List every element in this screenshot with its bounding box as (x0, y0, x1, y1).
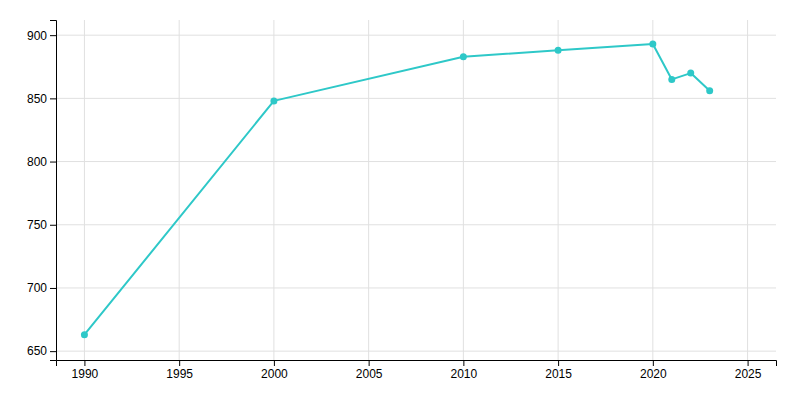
grid-line-x (747, 20, 748, 360)
tick-label: 2025 (735, 367, 762, 381)
point (668, 76, 675, 83)
point (649, 41, 656, 48)
tick-label: 1995 (166, 367, 193, 381)
tick-label: 850 (27, 92, 47, 106)
tick-mark (50, 351, 56, 352)
tick-mark (558, 360, 559, 366)
tick: 700 (27, 281, 56, 295)
tick-label: 650 (27, 344, 47, 358)
tick: 900 (27, 29, 56, 43)
tick-label: 2005 (356, 367, 383, 381)
grid-line-x (558, 20, 559, 360)
line (84, 44, 709, 335)
grid-line-y (56, 287, 776, 288)
tick-mark (274, 360, 275, 366)
tick: 750 (27, 218, 56, 232)
grid-line-x (273, 20, 274, 360)
x-axis-line (57, 361, 777, 367)
tick-label: 2010 (451, 367, 478, 381)
tick: 2010 (451, 360, 478, 381)
tick-mark (748, 360, 749, 366)
grid-line-y (56, 224, 776, 225)
grid-line-y (56, 161, 776, 162)
tick: 1990 (72, 360, 99, 381)
tick: 800 (27, 155, 56, 169)
tick: 2000 (261, 360, 288, 381)
grid-line-y (56, 98, 776, 99)
grid-line-x (179, 20, 180, 360)
tick: 2020 (640, 360, 667, 381)
tick-label: 2020 (640, 367, 667, 381)
tick: 2015 (545, 360, 572, 381)
grid-line-y (56, 35, 776, 36)
point (81, 331, 88, 338)
tick-label: 2015 (545, 367, 572, 381)
tick: 1995 (166, 360, 193, 381)
point (460, 53, 467, 60)
chart: 1990 1995 2000 2005 2010 2015 2020 2025 650 700 75… (0, 0, 800, 400)
point (555, 47, 562, 54)
grid (56, 20, 776, 360)
point (687, 70, 694, 77)
tick-mark (50, 288, 56, 289)
grid-line-x (652, 20, 653, 360)
tick-mark (50, 162, 56, 163)
grid-line-y (56, 351, 776, 352)
tick-label: 800 (27, 155, 47, 169)
tick-mark (463, 360, 464, 366)
tick-mark (50, 225, 56, 226)
point (706, 87, 713, 94)
tick: 2005 (356, 360, 383, 381)
grid-line-x (84, 20, 85, 360)
tick: 2025 (735, 360, 762, 381)
tick: 650 (27, 344, 56, 358)
tick-label: 750 (27, 218, 47, 232)
tick-mark (84, 360, 85, 366)
tick-mark (369, 360, 370, 366)
tick-mark (653, 360, 654, 366)
tick-label: 700 (27, 281, 47, 295)
tick-label: 2000 (261, 367, 288, 381)
marks (81, 41, 713, 339)
plot: 1990 1995 2000 2005 2010 2015 2020 2025 650 700 75… (27, 20, 777, 381)
tick-mark (50, 98, 56, 99)
tick-label: 900 (27, 29, 47, 43)
grid-line-x (463, 20, 464, 360)
tick: 850 (27, 92, 56, 106)
y-axis: 650 700 750 800 850 900 (27, 21, 57, 361)
point (270, 97, 277, 104)
tick-mark (50, 35, 56, 36)
grid-line-x (368, 20, 369, 360)
y-axis-line (50, 21, 57, 361)
tick-mark (179, 360, 180, 366)
tick-label: 1990 (72, 367, 99, 381)
x-axis: 1990 1995 2000 2005 2010 2015 2020 2025 (57, 360, 777, 381)
